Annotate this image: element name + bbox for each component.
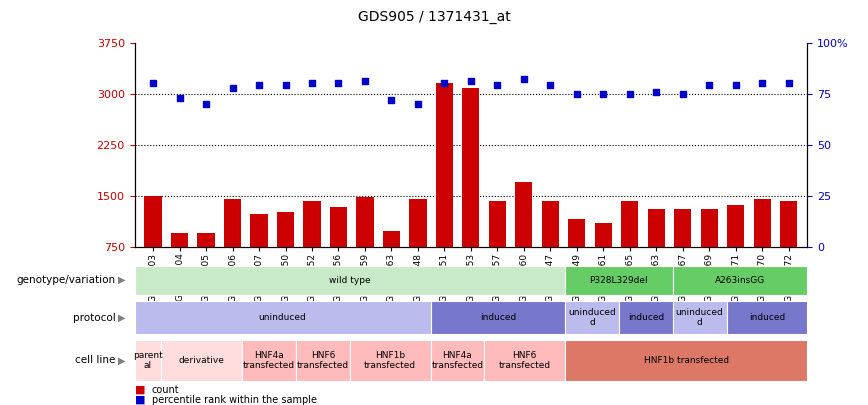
Text: uninduced
d: uninduced d [568,308,616,327]
Bar [569,219,585,298]
Text: ■: ■ [135,385,145,394]
Text: uninduced
d: uninduced d [675,308,724,327]
Point [226,84,240,91]
Point [570,90,584,97]
Point [517,76,531,83]
Bar [410,198,426,298]
Text: percentile rank within the sample: percentile rank within the sample [152,395,317,405]
Point [358,78,372,85]
Point [385,96,398,103]
Point [464,78,477,85]
Point [411,100,424,107]
Text: HNF4a
transfected: HNF4a transfected [431,351,483,370]
Text: derivative: derivative [179,356,225,365]
Text: HNF6
transfected: HNF6 transfected [297,351,349,370]
Text: P328L329del: P328L329del [589,276,648,285]
Point [755,80,769,87]
Bar [753,198,771,298]
Bar [595,223,612,298]
Point [543,82,557,89]
Point [437,80,451,87]
Text: wild type: wild type [329,276,371,285]
Point [252,82,266,89]
Point [490,82,504,89]
Text: induced: induced [480,313,516,322]
Point [305,80,319,87]
Text: ■: ■ [135,395,145,405]
Text: ▶: ▶ [118,313,125,322]
Text: induced: induced [628,313,664,322]
Bar [224,198,241,298]
Bar [516,182,532,298]
Bar [357,196,373,298]
Bar [727,205,745,298]
Text: protocol: protocol [73,313,115,322]
Text: parent
al: parent al [133,351,163,370]
Point [729,82,743,89]
Text: HNF1b transfected: HNF1b transfected [643,356,729,365]
Bar [780,201,798,298]
Text: HNF4a
transfected: HNF4a transfected [243,351,295,370]
Point [702,82,716,89]
Bar [463,88,479,298]
Text: genotype/variation: genotype/variation [16,275,115,285]
Bar [277,211,294,298]
Text: induced: induced [749,313,785,322]
Text: count: count [152,385,180,394]
Bar [250,214,267,298]
Bar [383,231,400,298]
Point [146,80,160,87]
Bar [144,196,161,298]
Text: uninduced: uninduced [259,313,306,322]
Bar [648,209,665,298]
Text: A263insGG: A263insGG [715,276,765,285]
Point [649,88,663,95]
Point [596,90,610,97]
Bar [674,209,692,298]
Bar [171,233,188,298]
Text: HNF6
transfected: HNF6 transfected [498,351,551,370]
Text: cell line: cell line [75,356,115,365]
Bar [304,201,320,298]
Point [199,100,213,107]
Point [279,82,293,89]
Text: ▶: ▶ [118,356,125,365]
Text: HNF1b
transfected: HNF1b transfected [364,351,417,370]
Text: GDS905 / 1371431_at: GDS905 / 1371431_at [358,10,510,24]
Bar [197,233,214,298]
Bar [542,201,559,298]
Point [332,80,345,87]
Point [623,90,637,97]
Bar [489,201,506,298]
Point [782,80,796,87]
Bar [621,201,638,298]
Bar [330,207,347,298]
Bar [700,209,718,298]
Point [676,90,690,97]
Text: ▶: ▶ [118,275,125,285]
Point [173,94,187,101]
Bar [436,83,453,298]
